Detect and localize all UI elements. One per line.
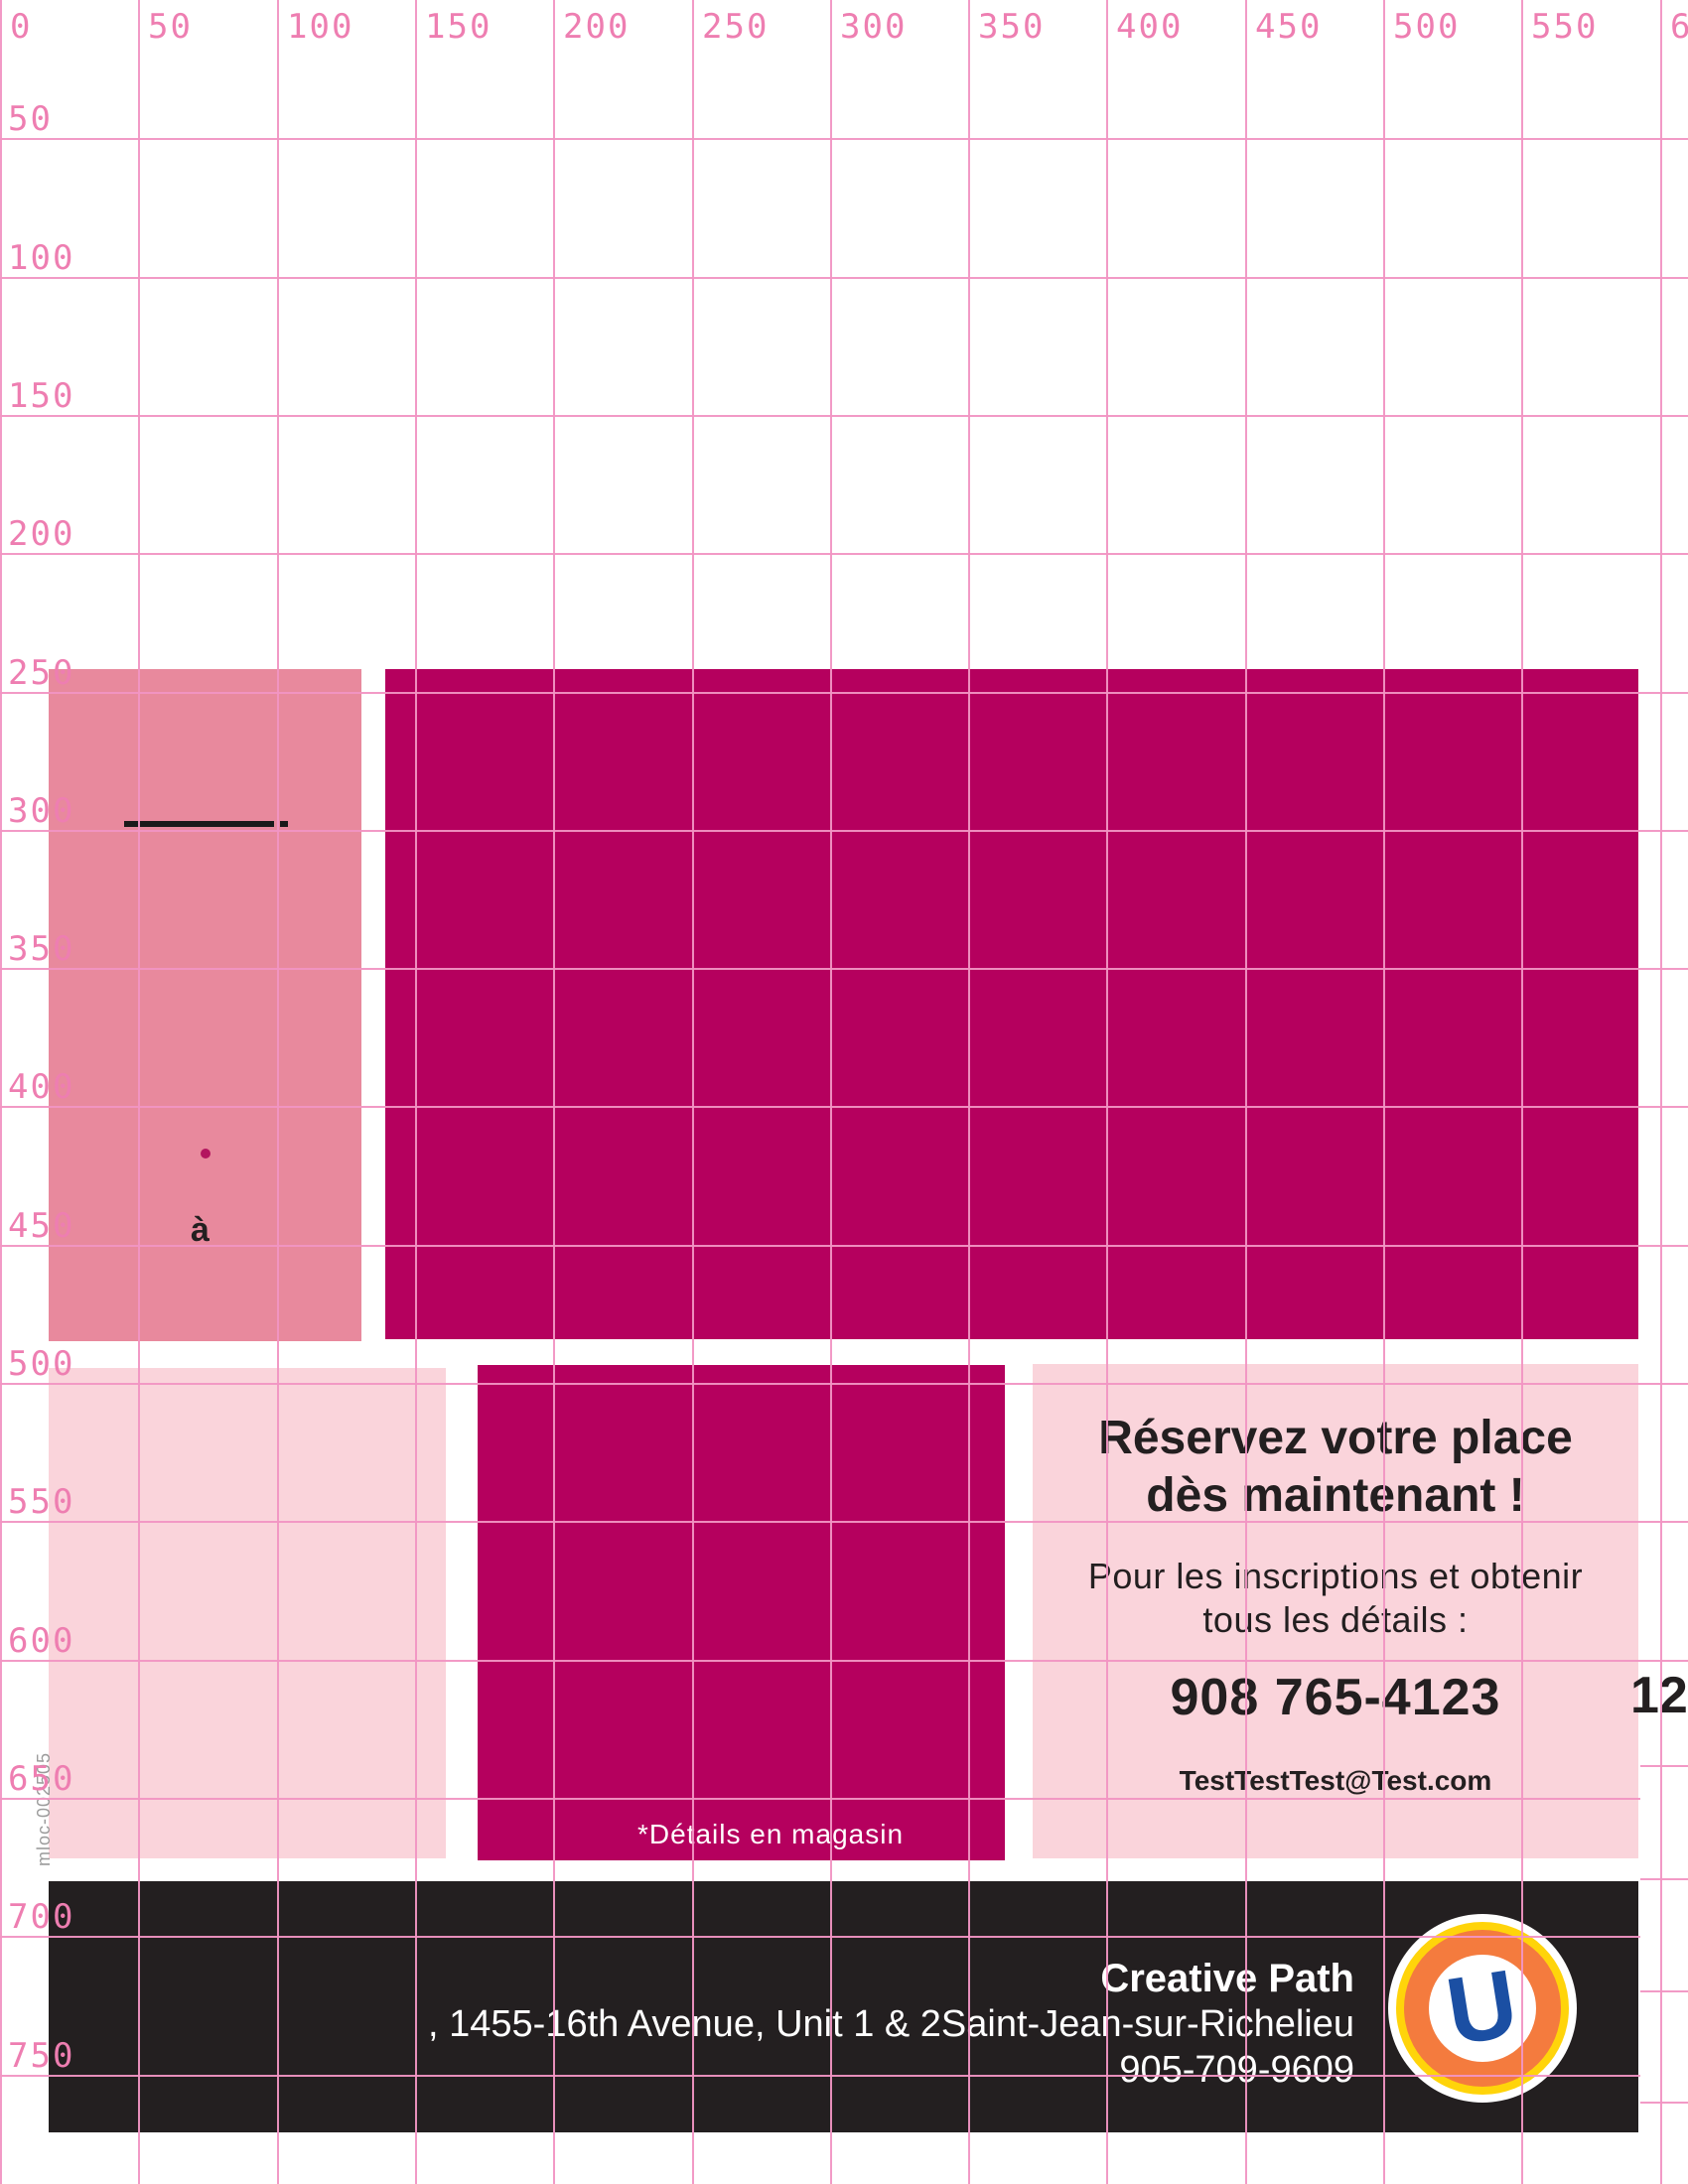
grid-vline: [0, 0, 2, 2184]
footer-address: , 1455-16th Avenue, Unit 1 & 2Saint-Jean…: [428, 2003, 1354, 2045]
ruler-label-top: 100: [287, 7, 354, 47]
ruler-label-left: 200: [8, 514, 75, 554]
ruler-label-left: 150: [8, 376, 75, 416]
grid-margin-tick: [1640, 2102, 1688, 2104]
grid-vline: [1660, 0, 1662, 2184]
black-rule-mark: [124, 821, 274, 827]
promo-title-line1: Réservez votre place: [1098, 1412, 1573, 1464]
ruler-label-top: 50: [148, 7, 193, 47]
grid-hline: [0, 138, 1688, 140]
store-disclaimer: *Détails en magasin: [637, 1819, 905, 1849]
logo-white-core: U: [1429, 1950, 1536, 2066]
ruler-label-top: 400: [1116, 7, 1184, 47]
magenta-dot-mark: [201, 1149, 211, 1159]
panel-big-magenta: [385, 669, 1638, 1339]
ruler-label-top: 0: [10, 7, 33, 47]
black-rule-mark-tip: [280, 821, 288, 827]
footer-phone: 905-709-9609: [1119, 2049, 1354, 2091]
promo-body-line2: tous les détails :: [1202, 1599, 1469, 1640]
grid-hline: [0, 415, 1688, 417]
ruler-label-top: 500: [1393, 7, 1461, 47]
ruler-label-top: 300: [840, 7, 908, 47]
panel-middle-magenta: [478, 1365, 1005, 1860]
promo-body-line1: Pour les inscriptions et obtenir: [1087, 1556, 1584, 1596]
grid-hline: [0, 553, 1688, 555]
promo-body: Pour les inscriptions et obtenir tous le…: [1033, 1555, 1638, 1642]
ruler-label-top: 150: [425, 7, 492, 47]
footer-store-name: Creative Path: [1100, 1957, 1354, 2000]
panel-medium-pink: [49, 669, 361, 1341]
grid-hline: [0, 277, 1688, 279]
ruler-label-top: 200: [563, 7, 631, 47]
ruler-label-top: 550: [1531, 7, 1599, 47]
logo-yellow-ring: U: [1396, 1922, 1569, 2095]
a-text-mark: à: [191, 1211, 210, 1249]
ruler-label-top: 60: [1670, 7, 1688, 47]
logo-orange-ring: U: [1404, 1930, 1561, 2087]
ruler-label-left: 50: [8, 99, 53, 139]
uniprix-logo: U: [1388, 1914, 1577, 2103]
panel-left-light-pink: [49, 1368, 446, 1858]
ruler-label-top: 250: [702, 7, 770, 47]
ruler-label-top: 350: [978, 7, 1046, 47]
promo-title: Réservez votre place dès maintenant !: [1033, 1410, 1638, 1525]
ruler-label-top: 450: [1255, 7, 1323, 47]
job-code-vertical: mloc-002505: [34, 1751, 54, 1866]
grid-margin-tick: [1640, 1990, 1688, 1992]
promo-email: TestTestTest@Test.com: [1179, 1765, 1492, 1796]
panel-footer-black: [49, 1881, 1638, 2132]
page-number: 12: [1630, 1667, 1688, 1724]
ruler-label-left: 100: [8, 238, 75, 278]
promo-title-line2: dès maintenant !: [1146, 1469, 1525, 1522]
panel-right-light-pink: [1033, 1364, 1638, 1858]
grid-margin-tick: [1640, 1765, 1688, 1767]
footer-store-info: Creative Path , 1455-16th Avenue, Unit 1…: [428, 1956, 1354, 2093]
logo-u-letter: U: [1440, 1950, 1525, 2066]
grid-margin-tick: [1640, 1878, 1688, 1880]
promo-phone-number: 908 765-4123: [1170, 1669, 1501, 1726]
